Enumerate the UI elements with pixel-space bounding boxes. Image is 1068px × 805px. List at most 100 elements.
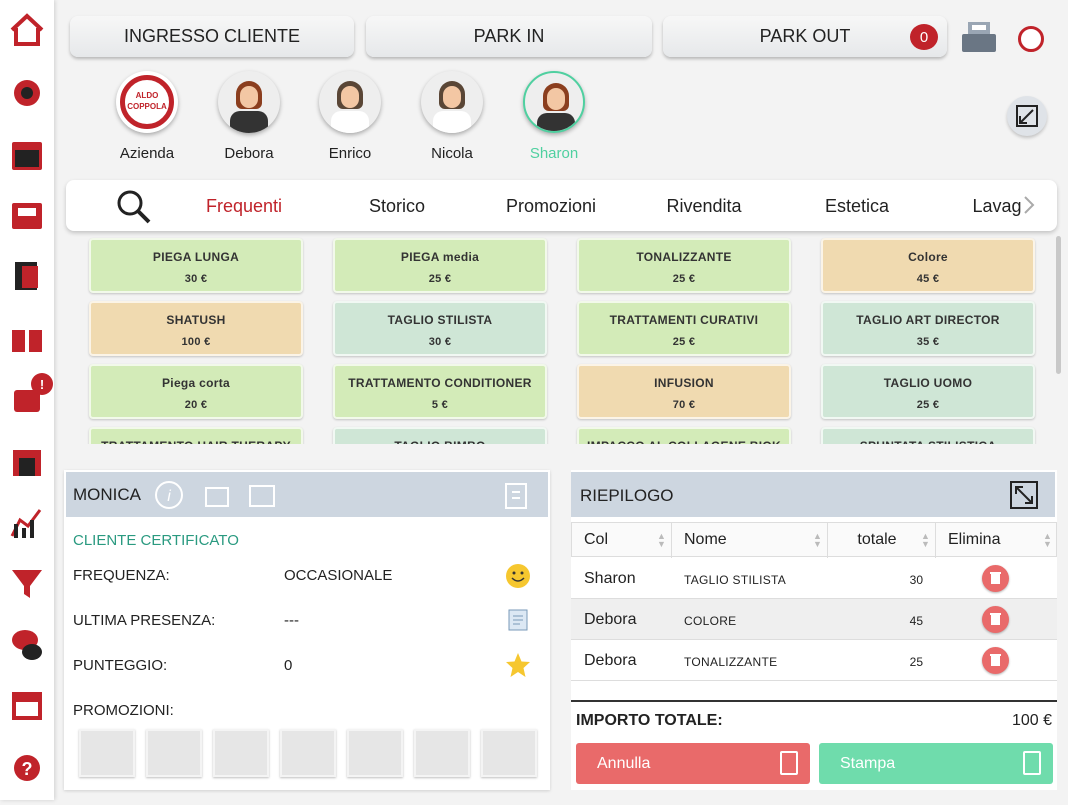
service-name: SHATUSH bbox=[166, 313, 226, 327]
top-button[interactable]: PARK OUT bbox=[663, 16, 947, 57]
service-button[interactable]: SHATUSH 100 € bbox=[89, 301, 303, 356]
summary-header bbox=[571, 472, 1055, 517]
staff-avatar[interactable] bbox=[523, 71, 585, 133]
service-button[interactable]: TRATTAMENTO HAIR THERAPY bbox=[89, 427, 303, 444]
service-name: TONALIZZANTE bbox=[636, 250, 732, 264]
tab[interactable]: Promozioni bbox=[505, 196, 597, 216]
expand-button[interactable] bbox=[1007, 96, 1047, 136]
service-button[interactable]: INFUSION 70 € bbox=[577, 364, 791, 419]
action-label: Annulla bbox=[597, 755, 651, 772]
service-button[interactable]: Colore 45 € bbox=[821, 238, 1035, 293]
field-value: OCCASIONALE bbox=[284, 567, 393, 584]
service-button[interactable]: IMPACCO AL COLLAGENE BIOK bbox=[577, 427, 791, 444]
sort-arrows: ▲ ▼ bbox=[921, 531, 930, 549]
service-name: PIEGA media bbox=[400, 250, 480, 264]
service-name: TRATTAMENTO HAIR THERAPY bbox=[91, 439, 301, 444]
action-label: Stampa bbox=[840, 755, 896, 772]
staff-name: Nicola bbox=[431, 145, 473, 162]
row-name: COLORE bbox=[684, 614, 737, 628]
tab-scroll-arrow[interactable] bbox=[1022, 194, 1036, 216]
delete-button[interactable] bbox=[982, 647, 1009, 674]
tab[interactable]: Storico bbox=[368, 196, 426, 216]
avatar-face bbox=[341, 86, 359, 108]
service-button[interactable]: SPUNTATA STILISTICA bbox=[821, 427, 1035, 444]
service-button[interactable]: TONALIZZANTE 25 € bbox=[577, 238, 791, 293]
service-price: 30 € bbox=[184, 273, 208, 285]
promotion-icon[interactable] bbox=[481, 729, 537, 777]
service-button[interactable]: TAGLIO STILISTA 30 € bbox=[333, 301, 547, 356]
cash-register-icon[interactable] bbox=[958, 18, 1000, 56]
service-button[interactable]: TAGLIO UOMO 25 € bbox=[821, 364, 1035, 419]
delete-button[interactable] bbox=[982, 606, 1009, 633]
field-label: ULTIMA PRESENZA: bbox=[73, 612, 216, 629]
service-button[interactable]: Piega corta 20 € bbox=[89, 364, 303, 419]
staff-avatar[interactable] bbox=[421, 71, 483, 133]
client-header bbox=[66, 472, 548, 517]
tab[interactable]: Rivendita bbox=[666, 196, 742, 216]
row-col: Sharon bbox=[584, 570, 636, 587]
total-label: IMPORTO TOTALE: bbox=[576, 712, 723, 729]
staff-avatar[interactable]: ALDO COPPOLA bbox=[116, 71, 178, 133]
column-header[interactable]: totale bbox=[857, 531, 897, 548]
action-button[interactable]: Stampa bbox=[819, 743, 1053, 784]
promotion-icon[interactable] bbox=[347, 729, 403, 777]
sidebar: ? ! bbox=[0, 0, 54, 800]
field-label: PUNTEGGIO: bbox=[73, 657, 168, 674]
sort-arrows: ▲ ▼ bbox=[813, 531, 822, 549]
field-value: --- bbox=[284, 612, 299, 629]
tab[interactable]: Lavag bbox=[972, 196, 1022, 216]
promotion-icon[interactable] bbox=[213, 729, 269, 777]
promotions-label: PROMOZIONI: bbox=[73, 702, 174, 719]
column-header[interactable]: Nome bbox=[684, 531, 727, 548]
promotion-icon[interactable] bbox=[280, 729, 336, 777]
service-button[interactable]: TAGLIO ART DIRECTOR 35 € bbox=[821, 301, 1035, 356]
staff-avatar[interactable] bbox=[218, 71, 280, 133]
total-value: 100 € bbox=[1011, 712, 1052, 729]
sidebar-icons: ? bbox=[10, 13, 44, 781]
service-price: 35 € bbox=[916, 336, 940, 348]
service-button[interactable]: TAGLIO BIMBO bbox=[333, 427, 547, 444]
table-row bbox=[571, 640, 1057, 681]
service-name: TRATTAMENTO CONDITIONER bbox=[348, 376, 532, 390]
service-price: 25 € bbox=[672, 273, 696, 285]
service-price: 20 € bbox=[184, 399, 208, 411]
column-header[interactable]: Elimina bbox=[948, 531, 1001, 548]
summary-expand-icon[interactable] bbox=[1009, 480, 1041, 512]
star-icon bbox=[506, 653, 530, 677]
scrollbar bbox=[1056, 236, 1061, 374]
promotion-icon[interactable] bbox=[79, 729, 135, 777]
row-col: Debora bbox=[584, 652, 637, 669]
service-name: PIEGA LUNGA bbox=[152, 250, 240, 264]
avatar-face bbox=[240, 86, 258, 108]
search-icon[interactable] bbox=[114, 188, 154, 226]
row-total: 45 bbox=[909, 614, 923, 628]
service-name: TAGLIO ART DIRECTOR bbox=[856, 313, 1000, 327]
service-name: TAGLIO BIMBO bbox=[335, 439, 545, 444]
action-button[interactable]: Annulla bbox=[576, 743, 810, 784]
top-button[interactable]: INGRESSO CLIENTE bbox=[70, 16, 354, 57]
service-button[interactable]: TRATTAMENTI CURATIVI 25 € bbox=[577, 301, 791, 356]
promotion-icon[interactable] bbox=[146, 729, 202, 777]
service-price: 25 € bbox=[428, 273, 452, 285]
staff-avatar[interactable] bbox=[319, 71, 381, 133]
staff-name: Debora bbox=[224, 145, 274, 162]
promotion-icon[interactable] bbox=[414, 729, 470, 777]
service-button[interactable]: PIEGA media 25 € bbox=[333, 238, 547, 293]
notes-icon[interactable] bbox=[502, 480, 534, 510]
avatar-body bbox=[433, 111, 471, 133]
staff-name: Azienda bbox=[119, 145, 175, 162]
staff-name: Enrico bbox=[328, 145, 372, 162]
logo-text: ALDO bbox=[135, 91, 159, 100]
service-button[interactable]: PIEGA LUNGA 30 € bbox=[89, 238, 303, 293]
delete-button[interactable] bbox=[982, 565, 1009, 592]
column-header[interactable]: Col bbox=[584, 531, 609, 548]
table-header bbox=[571, 522, 1057, 557]
top-button[interactable]: PARK IN bbox=[366, 16, 652, 57]
tab[interactable]: Frequenti bbox=[205, 196, 283, 216]
svg-text:?: ? bbox=[22, 759, 33, 779]
tab[interactable]: Estetica bbox=[824, 196, 890, 216]
client-status: CLIENTE CERTIFICATO bbox=[73, 532, 239, 549]
tab-bar: Frequenti Storico Promozioni Rivendita Estet… bbox=[66, 180, 1057, 231]
service-button[interactable]: TRATTAMENTO CONDITIONER 5 € bbox=[333, 364, 547, 419]
